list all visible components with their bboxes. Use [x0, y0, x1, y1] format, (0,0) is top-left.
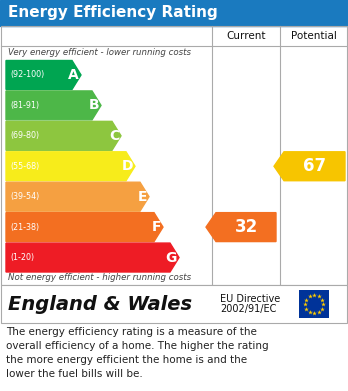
Polygon shape	[6, 213, 163, 242]
Text: The energy efficiency rating is a measure of the: The energy efficiency rating is a measur…	[6, 327, 257, 337]
Text: Potential: Potential	[291, 31, 337, 41]
Text: A: A	[68, 68, 79, 82]
Text: (21-38): (21-38)	[10, 222, 39, 231]
Polygon shape	[6, 152, 135, 181]
Polygon shape	[6, 243, 179, 272]
Text: B: B	[88, 99, 99, 112]
Text: Not energy efficient - higher running costs: Not energy efficient - higher running co…	[8, 273, 191, 282]
Text: EU Directive: EU Directive	[220, 294, 280, 304]
Text: G: G	[166, 251, 177, 265]
Text: (69-80): (69-80)	[10, 131, 39, 140]
Bar	[0, 0, 348, 26]
Text: Energy Efficiency Rating: Energy Efficiency Rating	[8, 5, 218, 20]
Text: the more energy efficient the home is and the: the more energy efficient the home is an…	[6, 355, 247, 365]
Text: lower the fuel bills will be.: lower the fuel bills will be.	[6, 369, 143, 379]
Text: Current: Current	[226, 31, 266, 41]
Polygon shape	[6, 182, 149, 211]
Polygon shape	[274, 152, 345, 181]
Text: F: F	[151, 220, 161, 234]
Text: (81-91): (81-91)	[10, 101, 39, 110]
Bar	[1, 285, 347, 323]
Text: Very energy efficient - lower running costs: Very energy efficient - lower running co…	[8, 48, 191, 57]
Text: England & Wales: England & Wales	[8, 294, 192, 314]
Text: E: E	[137, 190, 147, 204]
Polygon shape	[6, 91, 101, 120]
Text: (55-68): (55-68)	[10, 162, 39, 171]
Text: overall efficiency of a home. The higher the rating: overall efficiency of a home. The higher…	[6, 341, 269, 351]
Text: (1-20): (1-20)	[10, 253, 34, 262]
Polygon shape	[206, 213, 276, 242]
Text: (39-54): (39-54)	[10, 192, 39, 201]
Text: C: C	[109, 129, 119, 143]
Text: 32: 32	[234, 218, 258, 236]
Polygon shape	[6, 61, 81, 90]
Polygon shape	[6, 121, 121, 150]
Text: D: D	[121, 159, 133, 173]
Text: 2002/91/EC: 2002/91/EC	[220, 304, 276, 314]
Bar	[1, 26, 347, 285]
Text: (92-100): (92-100)	[10, 70, 44, 79]
Bar	[299, 290, 329, 318]
Text: 67: 67	[303, 157, 326, 175]
